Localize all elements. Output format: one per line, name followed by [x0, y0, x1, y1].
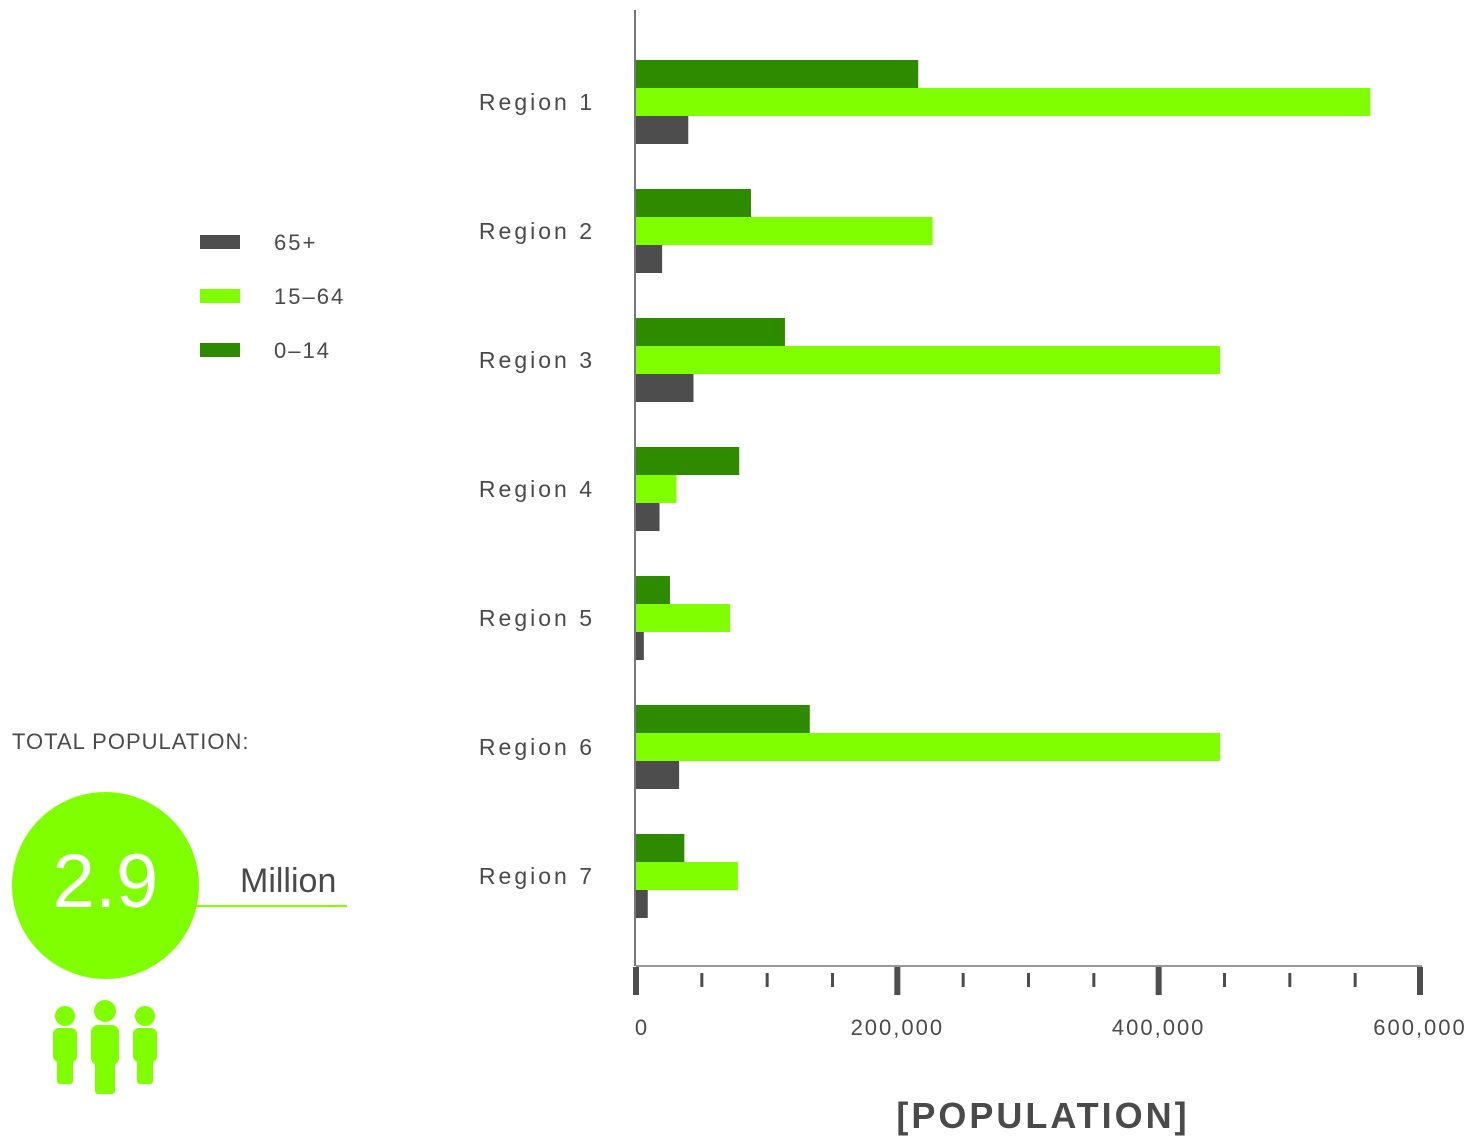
bar: [636, 60, 919, 88]
x-axis-minor-tick: [831, 973, 834, 987]
bar: [636, 318, 785, 346]
bar: [636, 890, 648, 918]
category-label: Region 1: [479, 89, 595, 115]
bar: [636, 576, 670, 604]
category-label: Region 7: [479, 863, 595, 889]
bar: [636, 374, 694, 402]
x-axis-major-tick: [1155, 967, 1162, 995]
legend-label-15-64: 15–64: [274, 284, 346, 309]
legend-swatch-65-plus: [200, 235, 240, 249]
legend-label-0-14: 0–14: [274, 338, 331, 363]
total-population-underline: [196, 905, 347, 907]
bar: [636, 189, 751, 217]
bar: [636, 733, 1221, 761]
bar: [636, 503, 660, 531]
category-label: Region 2: [479, 218, 595, 244]
bar: [636, 245, 663, 273]
x-tick-label: 400,000: [1112, 1015, 1206, 1040]
x-axis-minor-tick: [765, 973, 769, 987]
legend-item-65-plus: 65+: [200, 230, 400, 255]
total-population-unit: Million: [240, 862, 337, 900]
x-axis-minor-tick: [1027, 973, 1030, 987]
x-tick-label: 600,000: [1373, 1015, 1467, 1040]
legend-label-65-plus: 65+: [274, 230, 318, 255]
category-label: Region 3: [479, 347, 595, 373]
bar: [636, 834, 685, 862]
x-axis-title: [POPULATION]: [896, 1095, 1189, 1136]
x-tick-label: 200,000: [851, 1015, 945, 1040]
bar: [636, 705, 810, 733]
x-axis-minor-tick: [1288, 973, 1292, 987]
x-axis-major-tick: [894, 967, 901, 995]
total-population-circle: 2.9: [12, 792, 199, 979]
bar: [636, 862, 738, 890]
x-axis-major-tick: [1417, 967, 1423, 995]
total-population-value: 2.9: [52, 839, 159, 924]
category-label: Region 5: [479, 605, 595, 631]
bar: [636, 475, 677, 503]
x-axis-minor-tick: [961, 973, 965, 987]
bar: [636, 604, 731, 632]
bar: [636, 116, 689, 144]
legend-swatch-15-64: [200, 289, 240, 303]
people-icon: [53, 1000, 157, 1094]
bar: [636, 761, 680, 789]
legend-item-15-64: 15–64: [200, 284, 400, 309]
legend-item-0-14: 0–14: [200, 338, 400, 363]
category-label: Region 4: [479, 476, 595, 502]
bar: [636, 632, 644, 660]
x-axis-minor-tick: [1092, 973, 1096, 987]
x-axis-major-tick: [633, 967, 639, 995]
bar: [636, 447, 740, 475]
bar: [636, 346, 1221, 374]
x-axis-minor-tick: [1223, 973, 1226, 987]
x-axis-minor-tick: [700, 973, 704, 987]
x-axis-minor-tick: [1353, 973, 1357, 987]
total-population-label: TOTAL POPULATION:: [12, 729, 250, 754]
bar: [636, 88, 1371, 116]
bar: [636, 217, 933, 245]
x-tick-label: 0: [635, 1015, 649, 1040]
legend-swatch-0-14: [200, 343, 240, 357]
category-label: Region 6: [479, 734, 595, 760]
